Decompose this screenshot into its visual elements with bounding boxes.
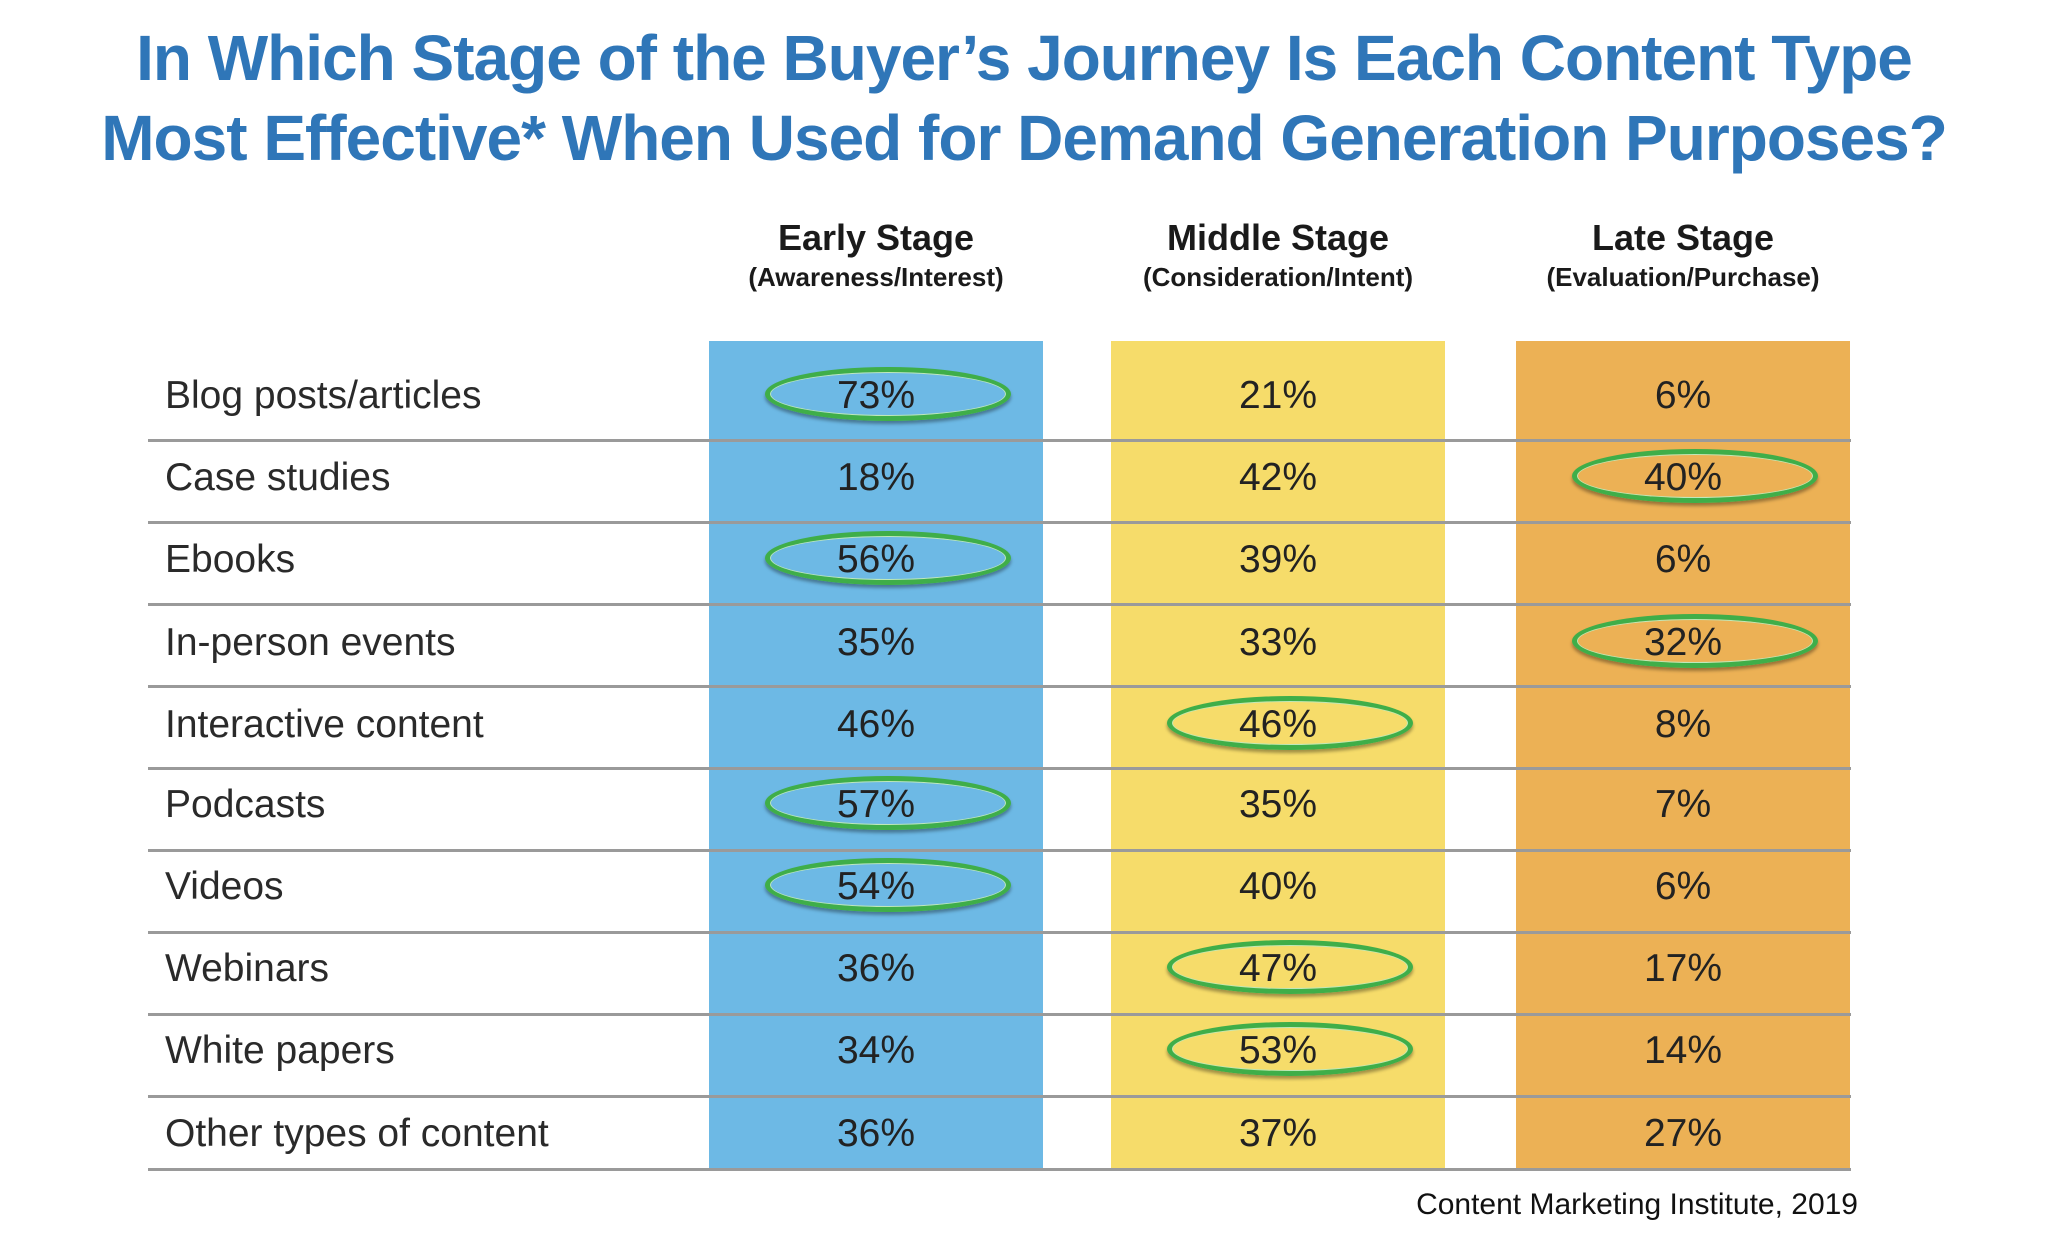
row-separator	[148, 603, 1851, 606]
cell-value: 6%	[1654, 538, 1712, 581]
cell-value: 33%	[1238, 621, 1318, 664]
highlight-ellipse	[765, 531, 1011, 585]
row-separator	[148, 439, 1851, 442]
row-label: White papers	[165, 1029, 395, 1072]
cell-value: 35%	[1238, 783, 1318, 826]
row-label: Other types of content	[165, 1112, 549, 1155]
cell-value: 37%	[1238, 1112, 1318, 1155]
row-separator	[148, 931, 1851, 934]
row-separator	[148, 1013, 1851, 1016]
chart-title-line2: Most Effective* When Used for Demand Gen…	[101, 102, 1948, 174]
highlight-ellipse	[765, 858, 1011, 912]
column-sublabel: (Consideration/Intent)	[1142, 262, 1414, 292]
row-label: Webinars	[165, 947, 330, 990]
row-label: Case studies	[165, 456, 391, 499]
row-label: Videos	[165, 865, 284, 908]
row-separator	[148, 521, 1851, 524]
row-separator	[148, 849, 1851, 852]
row-separator	[148, 1168, 1851, 1171]
cell-value: 42%	[1238, 456, 1318, 499]
column-header-1: Middle Stage (Consideration/Intent)	[1068, 216, 1488, 294]
row-separator	[148, 685, 1851, 688]
column-label: Middle Stage	[1166, 217, 1390, 258]
cell-value: 14%	[1643, 1029, 1723, 1072]
cell-value: 6%	[1654, 374, 1712, 417]
cell-value: 46%	[836, 703, 916, 746]
highlight-ellipse	[1167, 696, 1413, 750]
cell-value: 17%	[1643, 947, 1723, 990]
row-label: Interactive content	[165, 703, 484, 746]
cell-value: 18%	[836, 456, 916, 499]
highlight-ellipse	[1167, 940, 1413, 994]
highlight-ellipse	[765, 367, 1011, 421]
column-band-0	[709, 341, 1043, 1171]
row-separator	[148, 1095, 1851, 1098]
cell-value: 6%	[1654, 865, 1712, 908]
cell-value: 8%	[1654, 703, 1712, 746]
column-label: Early Stage	[777, 217, 975, 258]
highlight-ellipse	[1167, 1022, 1413, 1076]
cell-value: 27%	[1643, 1112, 1723, 1155]
column-header-0: Early Stage (Awareness/Interest)	[666, 216, 1086, 294]
cell-value: 36%	[836, 1112, 916, 1155]
column-sublabel: (Awareness/Interest)	[748, 262, 1004, 292]
highlight-ellipse	[765, 776, 1011, 830]
cell-value: 40%	[1238, 865, 1318, 908]
source-note: Content Marketing Institute, 2019	[1416, 1188, 1858, 1221]
highlight-ellipse	[1572, 449, 1818, 503]
cell-value: 35%	[836, 621, 916, 664]
row-label: Blog posts/articles	[165, 374, 482, 417]
chart-title-line1: In Which Stage of the Buyer’s Journey Is…	[136, 22, 1913, 94]
row-separator	[148, 767, 1851, 770]
row-label: Ebooks	[165, 538, 296, 581]
highlight-ellipse	[1572, 614, 1818, 668]
cell-value: 34%	[836, 1029, 916, 1072]
cell-value: 21%	[1238, 374, 1318, 417]
cell-value: 39%	[1238, 538, 1318, 581]
cell-value: 7%	[1654, 783, 1712, 826]
column-sublabel: (Evaluation/Purchase)	[1546, 262, 1820, 292]
row-label: In-person events	[165, 621, 456, 664]
column-header-2: Late Stage (Evaluation/Purchase)	[1473, 216, 1893, 294]
row-label: Podcasts	[165, 783, 326, 826]
column-label: Late Stage	[1591, 217, 1775, 258]
cell-value: 36%	[836, 947, 916, 990]
